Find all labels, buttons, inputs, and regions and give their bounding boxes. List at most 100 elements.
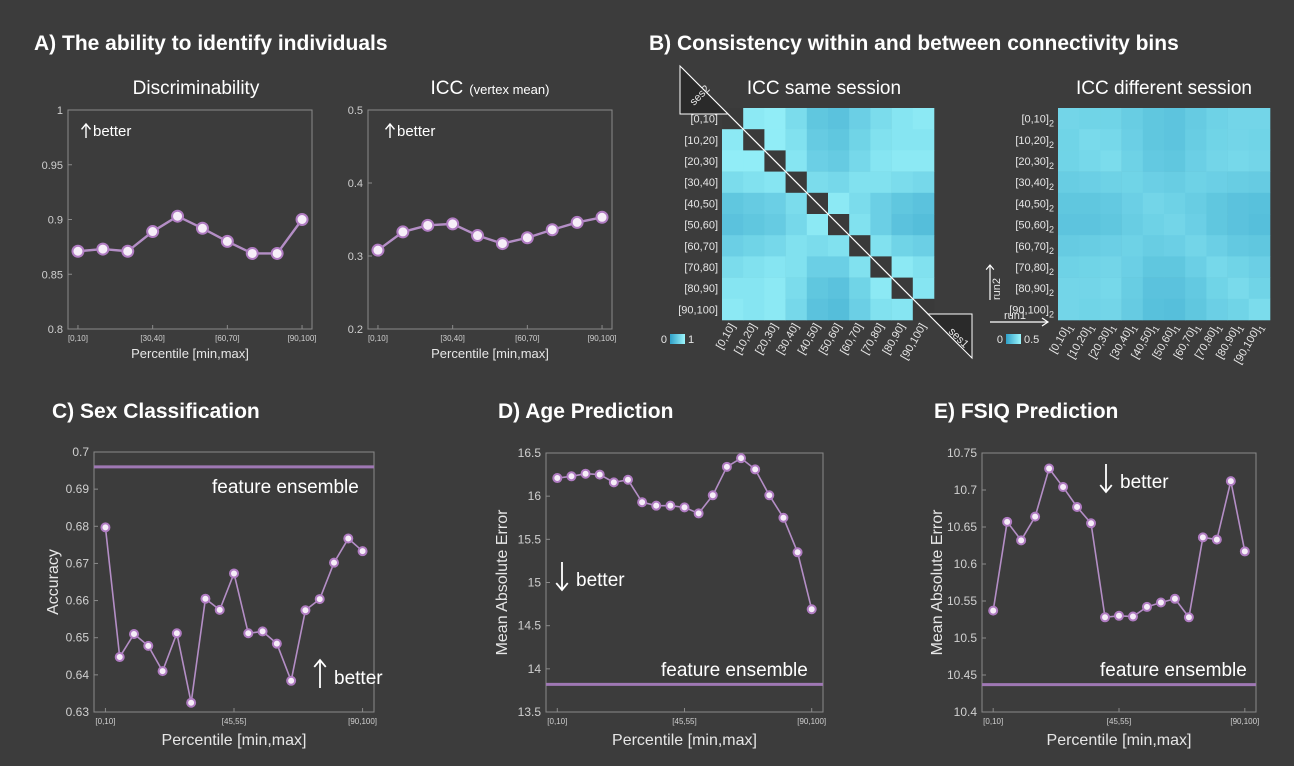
- icc-data-point: [421, 218, 435, 232]
- icc-ytick-label: 0.3: [348, 251, 363, 263]
- icc_diff-cell: [1164, 214, 1186, 236]
- icc_same-cell: [785, 150, 808, 172]
- icc_diff-cell: [1185, 298, 1207, 321]
- fsiq-ensemble-label: feature ensemble: [1100, 660, 1247, 681]
- icc_diff-row-subscript: 2: [1049, 309, 1054, 319]
- icc_diff-cell: [1248, 277, 1271, 300]
- icc_diff-cell: [1142, 214, 1165, 236]
- icc_same-cell: [828, 235, 850, 257]
- fsiq-data-point: [1183, 612, 1194, 623]
- sex-ytick-label: 0.67: [66, 556, 90, 570]
- disc-data-point: [195, 221, 209, 235]
- icc_diff-cell: [1185, 150, 1207, 172]
- icc_same-cell: [891, 235, 914, 257]
- icc_diff-row-label-text: [80,90]: [1015, 283, 1049, 295]
- icc_diff-cell: [1121, 256, 1144, 278]
- icc_same-cell: [891, 171, 914, 194]
- icc_diff-col-subscript: 1: [1235, 324, 1246, 333]
- icc_same-cell: [912, 192, 935, 215]
- icc_same-cell: [785, 235, 808, 257]
- age-better-arrow-head: [555, 582, 569, 592]
- section-a-title: A) The ability to identify individuals: [34, 32, 388, 55]
- icc_diff-row-label-text: [0,10]: [1021, 114, 1049, 126]
- icc_same-row-label-text: [30,40]: [684, 177, 718, 189]
- icc_diff-colorbar-max: 0.5: [1024, 334, 1039, 346]
- icc_same-cell: [912, 171, 935, 194]
- icc_same-cell: [764, 277, 786, 300]
- icc_same-row-label: [30,40]: [684, 177, 718, 189]
- icc_same-cell: [828, 150, 850, 172]
- age-ytick-label: 15.5: [518, 532, 542, 546]
- sex-chart: C) Sex Classification 0.7 0.69 0.68 0.67 0.66…: [45, 400, 383, 749]
- icc_diff-cell: [1121, 235, 1144, 257]
- age-ytick-label: 14.5: [518, 619, 542, 633]
- sex-better-label: better: [334, 668, 383, 689]
- icc_diff-row-label-text: [60,70]: [1015, 241, 1049, 253]
- fsiq-data-point: [1239, 546, 1250, 557]
- icc_same-heatmap: ICC same session [0,10] [10,20] [20,30] [30,…: [661, 64, 973, 362]
- age-data-point: [806, 604, 817, 615]
- icc_same-row-label: [80,90]: [684, 283, 718, 295]
- sex-series-line: [104, 527, 364, 703]
- disc-chart: Discriminability 1 0.95 0.9 0.85 0.8 [0,10] [30…: [42, 78, 317, 361]
- icc-ytick-label: 0.4: [348, 178, 363, 190]
- disc-data-point: [245, 246, 259, 260]
- icc_same-cell: [785, 108, 808, 130]
- age-ytick-label: 14: [528, 662, 542, 676]
- age-xtick-label: [0,10]: [547, 717, 567, 726]
- icc_same-cell: [849, 277, 871, 300]
- icc_same-cell: [891, 108, 914, 130]
- disc-xlabel: Percentile [min,max]: [131, 346, 249, 361]
- age-ylabel: Mean Absolute Error: [494, 509, 511, 656]
- disc-data-point: [121, 244, 135, 258]
- icc_diff-cell: [1100, 214, 1122, 236]
- sex-data-point: [286, 675, 297, 686]
- icc_same-row-label-text: [90,100]: [678, 304, 718, 316]
- icc-data-point: [446, 217, 460, 231]
- icc_diff-col-subscript: 1: [1108, 324, 1119, 333]
- icc_same-cell: [806, 108, 829, 130]
- icc_diff-cell: [1164, 129, 1186, 151]
- icc_diff-cell: [1248, 108, 1271, 130]
- icc_same-row-label-text: [0,10]: [690, 114, 718, 126]
- icc_diff-cell: [1058, 235, 1080, 257]
- sex-data-point: [157, 666, 168, 677]
- icc_diff-row-label: [80,90]2: [1015, 283, 1054, 298]
- icc_diff-cell: [1227, 298, 1250, 321]
- age-xtick-label: [45,55]: [672, 717, 696, 726]
- icc_diff-colorbar-min: 0: [997, 334, 1003, 346]
- fsiq-data-point: [1100, 612, 1111, 623]
- sex-xtick-label: [45,55]: [222, 717, 246, 726]
- icc_same-cell: [912, 214, 935, 236]
- disc-data-point: [270, 246, 284, 260]
- sex-xtick-label: [0,10]: [95, 717, 115, 726]
- icc_diff-cell: [1079, 214, 1101, 236]
- icc_same-cell: [806, 277, 829, 300]
- icc_diff-cell: [1227, 150, 1250, 172]
- fsiq-data-point: [1086, 518, 1097, 529]
- icc_diff-cell: [1227, 171, 1250, 194]
- icc_same-cell: [764, 129, 786, 151]
- icc_diff-cell: [1206, 129, 1228, 151]
- icc_same-cell: [722, 256, 744, 278]
- icc_diff-cell: [1121, 150, 1144, 172]
- icc_same-cell: [849, 192, 871, 215]
- age-title: D) Age Prediction: [498, 400, 673, 423]
- sex-data-point: [143, 640, 154, 651]
- icc_diff-col-subscript: 1: [1214, 324, 1225, 333]
- icc-data-point: [471, 229, 485, 243]
- icc-data-point: [371, 243, 385, 257]
- icc_same-cell: [722, 298, 744, 321]
- icc_diff-cell: [1100, 129, 1122, 151]
- icc_same-cell: [764, 171, 786, 194]
- run1-arrowhead: [1041, 317, 1050, 327]
- icc_same-cell: [806, 214, 829, 236]
- sex-ytick-label: 0.63: [66, 705, 90, 719]
- icc_diff-cell: [1079, 150, 1101, 172]
- disc-title: Discriminability: [133, 78, 260, 99]
- age-data-point: [580, 468, 591, 479]
- sex-better-arrow-head: [313, 658, 327, 668]
- icc_diff-cell: [1142, 129, 1165, 151]
- icc_diff-cell: [1079, 256, 1101, 278]
- icc_same-cell: [828, 192, 850, 215]
